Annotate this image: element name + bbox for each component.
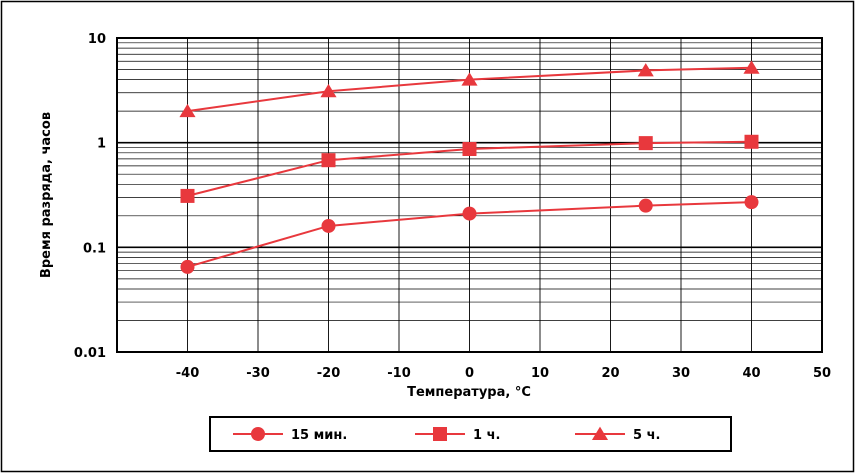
data-point-square bbox=[180, 188, 195, 203]
x-tick-label: 20 bbox=[601, 366, 619, 381]
data-point-triangle bbox=[179, 103, 196, 118]
x-tick-label: -30 bbox=[246, 366, 270, 381]
data-point-triangle bbox=[591, 426, 609, 440]
data-point-triangle bbox=[461, 72, 478, 86]
data-point-triangle bbox=[320, 83, 337, 98]
plot-area-frame bbox=[116, 37, 823, 353]
series-group bbox=[180, 134, 759, 203]
y-tick-label: 10 bbox=[88, 32, 106, 47]
data-point-circle bbox=[180, 259, 195, 274]
data-point-circle bbox=[462, 206, 477, 221]
y-axis-title: Время разряда, часов bbox=[39, 112, 54, 278]
series-group bbox=[179, 60, 760, 118]
data-point-circle bbox=[251, 427, 265, 441]
series-group bbox=[180, 195, 759, 274]
y-tick-label: 1 bbox=[97, 137, 106, 152]
legend-label: 1 ч. bbox=[473, 428, 500, 443]
data-point-circle bbox=[638, 198, 653, 213]
data-point-square bbox=[638, 136, 653, 151]
x-tick-label: 40 bbox=[742, 366, 760, 381]
y-tick-label: 0.1 bbox=[83, 241, 106, 256]
x-tick-label: -10 bbox=[387, 366, 411, 381]
series bbox=[179, 60, 760, 274]
data-point-circle bbox=[321, 218, 336, 233]
x-axis-title: Температура, °C bbox=[407, 385, 531, 400]
data-point-square bbox=[321, 153, 336, 168]
x-tick-label: -40 bbox=[176, 366, 200, 381]
data-point-circle bbox=[744, 195, 759, 210]
x-tick-label: 10 bbox=[531, 366, 549, 381]
legend: 15 мин. 1 ч. 5 ч. bbox=[209, 416, 732, 452]
x-tick-label: 50 bbox=[813, 366, 831, 381]
tick-labels: -40 -30 -20 -10 0 10 20 30 40 50 0.01 0.1 1 10 bbox=[74, 32, 831, 381]
legend-item: 1 ч. bbox=[415, 427, 500, 443]
y-tick-label: 0.01 bbox=[74, 346, 106, 361]
legend-label: 5 ч. bbox=[633, 428, 660, 443]
data-point-triangle bbox=[743, 60, 760, 74]
x-tick-label: 30 bbox=[672, 366, 690, 381]
data-point-square bbox=[462, 141, 477, 156]
x-tick-label: 0 bbox=[465, 366, 474, 381]
legend-item: 5 ч. bbox=[575, 426, 660, 443]
data-point-square bbox=[744, 134, 759, 149]
legend-label: 15 мин. bbox=[291, 428, 347, 443]
legend-item: 15 мин. bbox=[233, 427, 347, 443]
data-point-square bbox=[433, 427, 447, 441]
x-tick-label: -20 bbox=[317, 366, 341, 381]
data-point-triangle bbox=[637, 63, 654, 77]
legend-box bbox=[209, 416, 732, 452]
